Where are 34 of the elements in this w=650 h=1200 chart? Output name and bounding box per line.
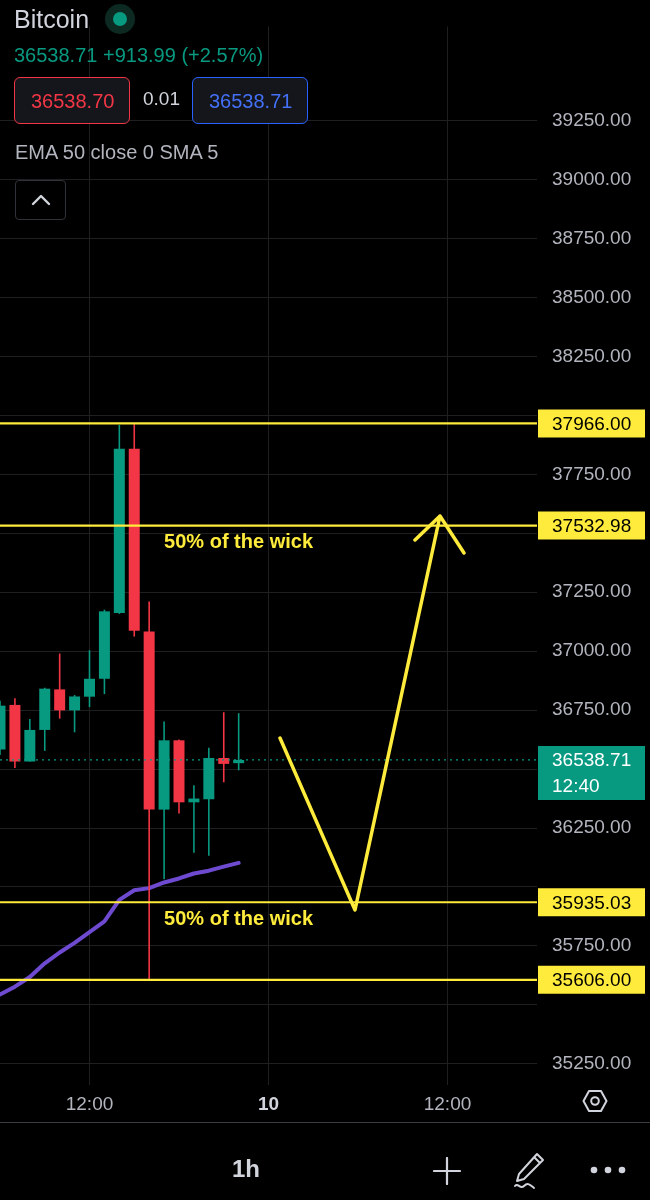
y-tick-label: 38750.00 [552,226,632,248]
x-tick-label: 10 [257,1092,280,1114]
y-tick-label: 39000.00 [552,167,632,189]
y-tick-label: 37750.00 [552,462,632,484]
chart-title: Bitcoin [14,4,90,35]
y-tick-label: 36750.00 [552,698,632,720]
x-tick-label: 12:00 [423,1092,472,1114]
ref-line-label: 35935.03 [552,891,632,913]
ref-line-label: 37532.98 [552,514,632,536]
candlestick [69,694,81,734]
annotation: EMA 50 close 0 SMA 5 [15,141,219,164]
ref-line-label: 35606.00 [552,969,632,991]
y-tick-label: 35250.00 [552,1052,632,1074]
candlestick [84,649,95,708]
y-tick-label: 37250.00 [552,580,632,602]
candlestick [54,652,66,720]
x-tick-label: 12:00 [65,1092,114,1114]
annotation: 36538.71 [209,89,293,113]
annotation: 50% of the wick [164,530,314,553]
text: 36538.71 +913.99 (+2.57%) [14,43,264,68]
annotation: 0.01 [143,88,180,110]
y-tick-label: 39250.00 [552,108,632,130]
text: 12:40 [552,775,600,797]
y-tick-label: 36250.00 [552,816,632,838]
y-tick-label: 38500.00 [552,285,632,307]
y-tick-label: 35750.00 [552,934,632,956]
y-tick-label: 38250.00 [552,344,632,366]
text: 1h [232,1155,261,1183]
candlestick [218,711,230,784]
annotation: 50% of the wick [164,906,314,929]
annotation: 36538.70 [31,89,115,113]
ref-line-label: 36538.71 [552,749,632,771]
y-tick-label: 37000.00 [552,639,632,661]
ref-line-label: 37966.00 [552,412,632,434]
